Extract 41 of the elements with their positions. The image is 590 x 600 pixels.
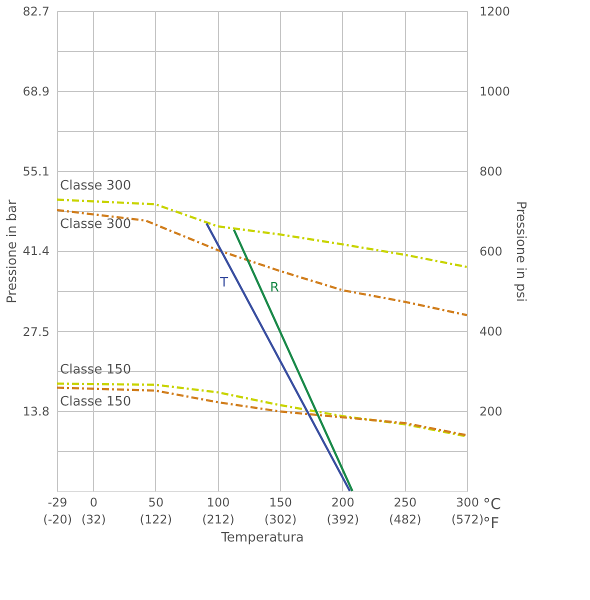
y-tick-label: 41.4: [22, 244, 50, 258]
y2-tick-label: 1200: [480, 4, 510, 18]
series-label: Classe 150: [60, 362, 132, 378]
series-label: Classe 300: [60, 178, 132, 194]
y-axis-title: Pressione in bar: [4, 199, 20, 304]
x-tick-label: 150: [269, 496, 292, 510]
y-tick-label: 68.9: [22, 84, 50, 99]
series-label: R: [270, 280, 280, 296]
y-tick-label: 55.1: [22, 164, 50, 179]
text: °F: [483, 514, 500, 532]
x2-tick-label: (122): [140, 512, 172, 526]
series-label: Classe 150: [60, 394, 132, 410]
line-series: [56, 208, 468, 316]
line-series: [56, 198, 468, 268]
x-tick-label: 250: [394, 496, 417, 510]
y-tick-label: 27.5: [22, 324, 50, 339]
y2-axis-title: Pressione in psi: [513, 201, 528, 302]
x2-tick-label: (212): [202, 512, 234, 526]
x2-tick-label: (482): [389, 512, 422, 526]
x-tick-label: -29: [48, 496, 68, 510]
x-tick-label: 200: [331, 496, 354, 510]
x-tick-label: 300: [456, 496, 479, 510]
x-tick-label: 100: [206, 496, 230, 510]
x2-tick-label: (302): [264, 512, 297, 526]
x-tick-label: 50: [148, 496, 164, 510]
y-tick-label: 13.8: [22, 404, 50, 418]
y2-tick-label: 600: [480, 244, 502, 258]
y2-tick-label: 400: [480, 324, 502, 338]
text: °C: [483, 495, 501, 513]
series-label: Classe 300: [60, 217, 132, 232]
x2-tick-label: (392): [326, 512, 360, 526]
y2-tick-label: 800: [480, 164, 502, 178]
x2-tick-label: (32): [81, 512, 106, 526]
x2-tick-label: (572): [451, 512, 484, 526]
series-label: T: [219, 275, 228, 290]
y2-tick-label: 200: [480, 404, 502, 418]
x-tick-label: 0: [90, 496, 98, 510]
y-tick-label: 82.7: [22, 4, 50, 18]
y2-tick-label: 1000: [480, 84, 510, 98]
x-axis-title: Temperatura: [220, 530, 304, 546]
x2-tick-label: (-20): [43, 512, 72, 526]
